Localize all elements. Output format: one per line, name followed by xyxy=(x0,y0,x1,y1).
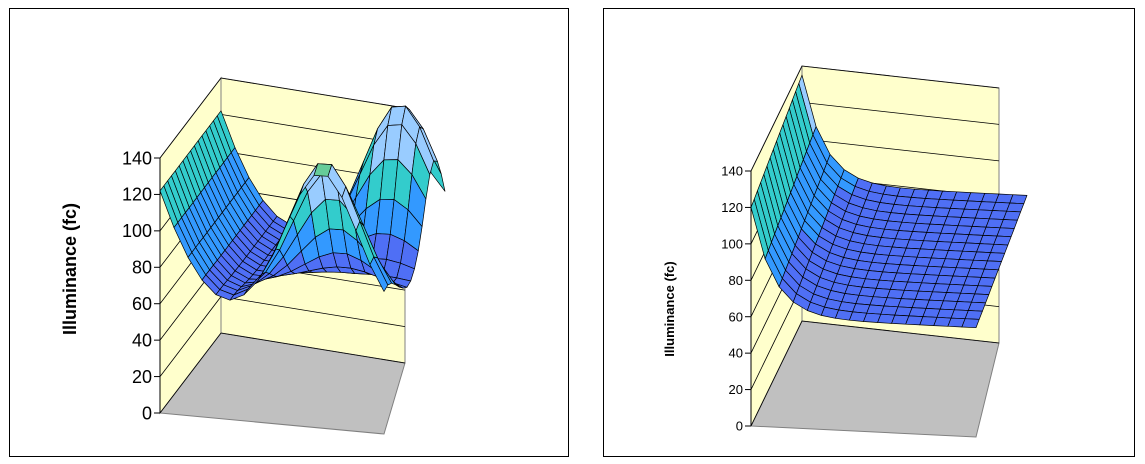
surface-cell xyxy=(369,256,389,292)
surface-cell xyxy=(977,277,996,287)
surface-cell xyxy=(983,260,1002,271)
surface-cell xyxy=(974,285,993,295)
tick-label: 20 xyxy=(132,367,152,387)
z-axis-title: Illuminance (fc) xyxy=(60,203,80,335)
surface-cell xyxy=(990,243,1009,254)
tick-label: 60 xyxy=(729,309,743,324)
surface xyxy=(750,74,1028,329)
chart-right: 0 20 40 60 80 100 120 140 Illuminance (fc) xyxy=(603,8,1135,457)
tick-label: 120 xyxy=(122,185,152,205)
surface-cell xyxy=(961,318,980,329)
surface-cell xyxy=(987,252,1006,262)
surface-cell xyxy=(1009,194,1028,205)
surface-cell xyxy=(999,219,1018,229)
surface-cell xyxy=(996,227,1015,238)
tick-label: 140 xyxy=(721,164,743,179)
tick-label: 40 xyxy=(132,330,152,350)
surface xyxy=(159,105,446,301)
surface-cell xyxy=(1006,202,1025,213)
ticks: 0 20 40 60 80 100 120 140 xyxy=(721,164,752,434)
chart-left: 0 20 40 60 80 100 120 140 Illuminance (fc) xyxy=(9,8,569,457)
tick-label: 80 xyxy=(132,258,152,278)
tick-label: 40 xyxy=(729,346,743,361)
surface-cell xyxy=(967,301,986,312)
tick-label: 120 xyxy=(721,200,743,215)
surface-chart-left: 0 20 40 60 80 100 120 140 Illuminance (fc) xyxy=(60,76,446,435)
gridline xyxy=(159,332,406,414)
surface-cell xyxy=(964,310,983,320)
surface-cell xyxy=(1003,210,1021,221)
tick-label: 100 xyxy=(122,221,152,241)
tick-label: 20 xyxy=(729,382,743,397)
tick-label: 100 xyxy=(721,236,743,251)
ticks: 0 20 40 60 80 100 120 140 xyxy=(122,148,161,423)
gridline xyxy=(750,65,1000,172)
surface-cell xyxy=(971,293,990,304)
tick-label: 0 xyxy=(736,419,743,434)
gridline xyxy=(159,77,406,159)
surface-cell xyxy=(980,268,999,279)
tick-label: 80 xyxy=(729,273,743,288)
surface-cell xyxy=(993,235,1012,246)
z-axis-title: Illuminance (fc) xyxy=(662,261,677,356)
gridline xyxy=(750,320,1000,427)
tick-label: 140 xyxy=(122,148,152,168)
surface-chart-right: 0 20 40 60 80 100 120 140 Illuminance (fc) xyxy=(662,65,1028,438)
tick-label: 60 xyxy=(132,294,152,314)
tick-label: 0 xyxy=(142,403,152,423)
